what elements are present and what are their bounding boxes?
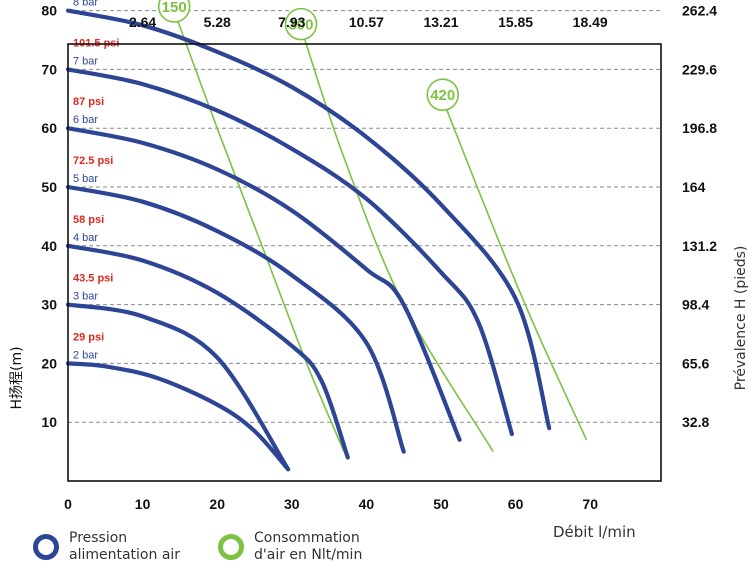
air-consumption-layer: 150 300 420 bbox=[157, 0, 588, 453]
pressure-curve-4-bar bbox=[65, 243, 350, 460]
psi-label: 72.5 psi bbox=[73, 155, 113, 167]
air-label-300: 300 bbox=[288, 17, 313, 34]
bar-label: 5 bar bbox=[73, 173, 98, 185]
pressure-curve-2-bar bbox=[65, 361, 291, 472]
bar-label: 6 bar bbox=[73, 114, 98, 126]
x-tick-label: 30 bbox=[284, 496, 300, 512]
top-tick-label: 5.28 bbox=[204, 14, 231, 30]
x-tick-label: 40 bbox=[359, 496, 375, 512]
bar-label: 2 bar bbox=[73, 349, 98, 361]
legend-item-air: Consommation d'air en Nlt/min bbox=[218, 530, 362, 564]
x-tick-label: 20 bbox=[209, 496, 225, 512]
right-tick-label: 98.4 bbox=[682, 297, 709, 313]
bar-label: 7 bar bbox=[73, 55, 98, 67]
pressure-curve-6-bar bbox=[65, 126, 462, 442]
psi-label: 43.5 psi bbox=[73, 273, 113, 285]
x-tick-label: 70 bbox=[582, 496, 598, 512]
right-tick-label: 131.2 bbox=[682, 238, 717, 254]
y-tick-label: 40 bbox=[41, 238, 57, 254]
pressure-curve-7-bar bbox=[65, 67, 514, 437]
y-tick-label: 80 bbox=[41, 3, 57, 19]
pressure-curve-5-bar bbox=[65, 184, 406, 454]
blue-ring-icon bbox=[33, 534, 59, 560]
pressure-curve-8-bar bbox=[65, 8, 552, 431]
x-axis-title: Débit l/min bbox=[553, 523, 636, 541]
legend-label-pressure: Pression alimentation air bbox=[69, 530, 181, 563]
air-curve-150 bbox=[175, 16, 345, 452]
right-tick-label: 65.6 bbox=[682, 355, 709, 371]
bar-label: 3 bar bbox=[73, 291, 98, 303]
grid-layer bbox=[68, 10, 661, 423]
x-tick-label: 0 bbox=[64, 496, 72, 512]
plot-frame bbox=[67, 43, 662, 482]
chart-text-layer: 102030405060708090295.2262.4229.6196.816… bbox=[9, 0, 749, 512]
y-axis-title-right: Prévalence H (pieds) bbox=[733, 246, 749, 391]
air-circle-150 bbox=[157, 0, 191, 23]
y-tick-label: 20 bbox=[41, 355, 57, 371]
air-label-150: 150 bbox=[162, 0, 187, 16]
air-curve-420 bbox=[443, 104, 588, 441]
y-tick-label: 70 bbox=[41, 61, 57, 77]
y-tick-label: 10 bbox=[41, 414, 57, 430]
air-circle-420 bbox=[426, 78, 460, 111]
legend-label-air: Consommation d'air en Nlt/min bbox=[254, 530, 363, 563]
right-tick-label: 262.4 bbox=[682, 3, 717, 19]
air-circle-300 bbox=[284, 7, 318, 41]
bar-label: 8 bar bbox=[73, 0, 98, 9]
psi-label: 29 psi bbox=[73, 331, 104, 343]
top-tick-label: 13.21 bbox=[423, 14, 458, 30]
y-tick-label: 50 bbox=[41, 179, 57, 195]
x-tick-label: 60 bbox=[508, 496, 524, 512]
x-tick-label: 10 bbox=[135, 496, 151, 512]
top-tick-label: 2.64 bbox=[129, 14, 156, 30]
air-label-420: 420 bbox=[430, 87, 455, 104]
right-tick-label: 32.8 bbox=[682, 414, 709, 430]
right-tick-label: 164 bbox=[682, 179, 706, 195]
top-tick-label: 10.57 bbox=[349, 14, 384, 30]
psi-label: 58 psi bbox=[73, 214, 104, 226]
y-axis-title-left: H扬程(m) bbox=[9, 346, 25, 409]
right-tick-label: 196.8 bbox=[682, 120, 717, 136]
right-tick-label: 229.6 bbox=[682, 61, 717, 77]
pressure-curve-3-bar bbox=[65, 302, 291, 472]
air-curve-300 bbox=[302, 33, 494, 453]
green-ring-icon bbox=[218, 534, 244, 560]
y-tick-label: 60 bbox=[41, 120, 57, 136]
x-tick-label: 50 bbox=[433, 496, 449, 512]
pressure-curves-layer bbox=[65, 8, 552, 472]
top-tick-label: 18.49 bbox=[573, 14, 608, 30]
top-tick-label: 7.93 bbox=[278, 14, 305, 30]
psi-label: 87 psi bbox=[73, 96, 104, 108]
y-tick-label: 30 bbox=[41, 297, 57, 313]
legend-item-pressure: Pression alimentation air bbox=[33, 530, 180, 564]
top-tick-label: 15.85 bbox=[498, 14, 533, 30]
bar-label: 4 bar bbox=[73, 232, 98, 244]
